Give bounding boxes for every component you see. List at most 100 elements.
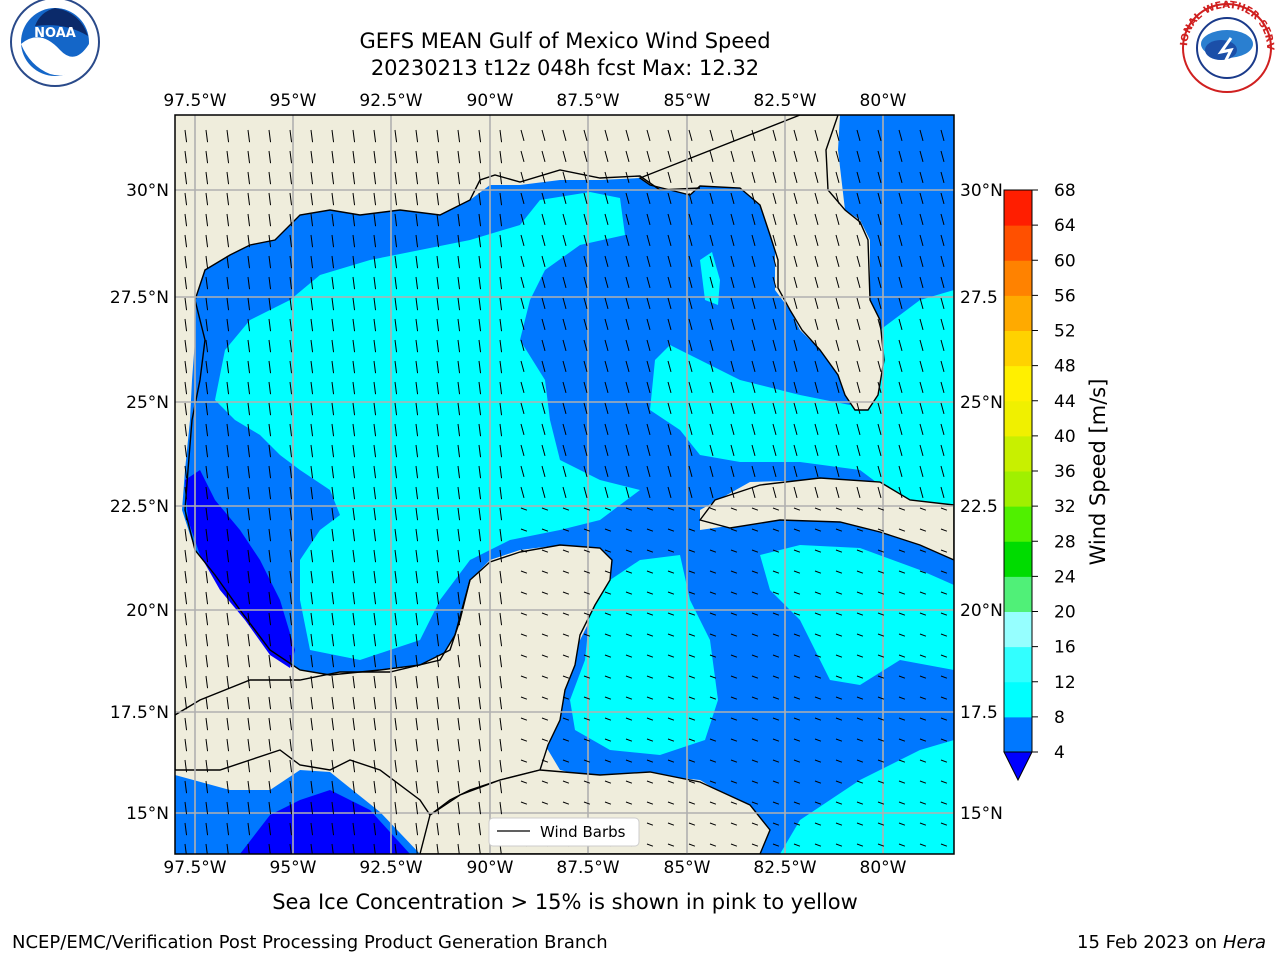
footer-machine: Hera: [1222, 932, 1266, 953]
wind-barb: [415, 255, 419, 269]
wind-barb: [688, 717, 696, 721]
wind-barb: [478, 612, 482, 626]
wind-barb: [415, 717, 419, 731]
wind-barb: [520, 150, 525, 163]
wind-barb: [646, 318, 651, 331]
wind-barb: [394, 822, 398, 836]
wind-barb: [751, 276, 756, 289]
wind-barb: [310, 318, 314, 332]
wind-barb: [625, 381, 630, 394]
wind-barb: [562, 570, 570, 574]
wind-barb: [205, 549, 209, 563]
wind-barb: [436, 255, 440, 269]
wind-barb: [604, 654, 612, 658]
wind-barb: [940, 444, 945, 457]
wind-barb: [394, 402, 398, 416]
wind-barb: [310, 528, 314, 542]
wind-barb: [856, 339, 861, 352]
wind-barb: [604, 381, 609, 394]
wind-barb: [520, 318, 525, 331]
wind-barb: [709, 360, 714, 373]
wind-barb: [646, 234, 651, 247]
wind-barb: [688, 738, 696, 742]
wind-barb: [877, 633, 885, 637]
wind-barb: [184, 675, 188, 689]
wind-barb: [331, 675, 335, 689]
wind-barb: [394, 150, 398, 164]
wind-barb: [667, 612, 675, 616]
wind-barb: [310, 192, 314, 206]
wind-barb: [793, 297, 798, 310]
wind-barb: [268, 654, 272, 668]
wind-barb: [835, 297, 840, 310]
wind-barb: [457, 570, 461, 584]
wind-barb: [268, 486, 272, 500]
wind-barb: [730, 318, 735, 331]
wind-barb: [751, 675, 759, 679]
wind-barb: [310, 465, 314, 479]
wind-barb: [919, 507, 927, 511]
wind-barb: [709, 423, 714, 436]
wind-barb: [583, 234, 588, 247]
wind-barb: [751, 171, 756, 184]
wind-barb: [268, 318, 272, 332]
wind-barb: [856, 780, 864, 784]
wind-barb: [730, 486, 735, 499]
wind-barb: [562, 633, 570, 637]
wind-barb: [457, 738, 461, 752]
wind-barb: [646, 381, 651, 394]
wind-barb: [415, 318, 419, 332]
wind-barb: [268, 402, 272, 416]
wind-barb: [457, 129, 461, 143]
wind-barb: [898, 612, 906, 616]
wind-barb: [331, 465, 335, 479]
wind-barb: [562, 507, 570, 511]
wind-barb: [562, 780, 570, 784]
wind-barb: [898, 192, 903, 205]
wind-barb: [373, 297, 377, 311]
wind-barb: [583, 528, 591, 532]
wind-barb: [688, 822, 696, 826]
wind-barb: [940, 486, 945, 499]
wind-barb: [898, 360, 903, 373]
wind-barb: [814, 213, 819, 226]
wind-barb: [268, 633, 272, 647]
wind-barb: [247, 675, 251, 689]
wind-barb: [520, 675, 528, 679]
wind-barb: [604, 570, 612, 574]
wind-barb: [583, 318, 588, 331]
wind-barb: [793, 213, 798, 226]
wind-barb: [772, 360, 777, 373]
wind-barb: [940, 696, 948, 700]
wind-barb: [835, 528, 843, 532]
wind-barb: [940, 276, 945, 289]
wind-barb: [457, 549, 461, 563]
wind-barb: [625, 759, 633, 763]
wind-barb: [310, 276, 314, 290]
wind-barb: [793, 780, 801, 784]
wind-barb: [625, 528, 633, 532]
wind-barb: [751, 612, 759, 616]
wind-barb: [457, 339, 461, 353]
wind-barb: [730, 192, 735, 205]
wind-barb: [856, 465, 861, 478]
wind-barb: [667, 402, 672, 415]
wind-barb: [289, 360, 293, 374]
wind-barb: [751, 465, 756, 478]
wind-barb: [394, 129, 398, 143]
wind-barb: [247, 654, 251, 668]
wind-barb: [604, 234, 609, 247]
wind-barb: [625, 591, 633, 595]
wind-barb: [646, 654, 654, 658]
wind-barb: [541, 549, 549, 553]
wind-barb: [562, 444, 567, 457]
wind-barb: [814, 675, 822, 679]
us-coastline: [194, 169, 701, 301]
wind-barb: [835, 192, 840, 205]
wind-barb: [310, 402, 314, 416]
wind-barb: [226, 381, 230, 395]
wind-barb: [541, 171, 546, 184]
wind-barb: [835, 822, 843, 826]
wind-barb: [415, 759, 419, 773]
wind-barb: [688, 801, 696, 805]
